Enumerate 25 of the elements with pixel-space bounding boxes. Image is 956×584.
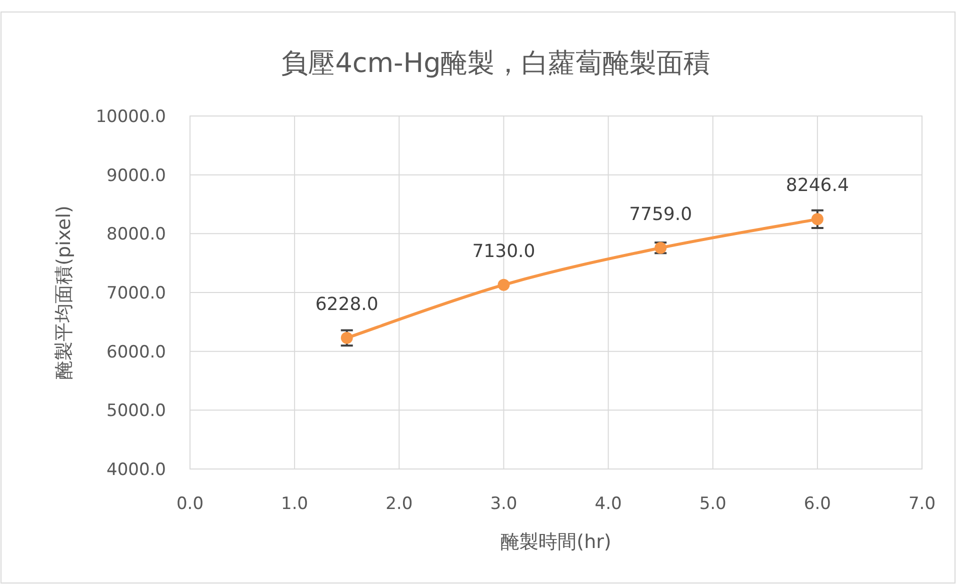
x-tick-label: 5.0 — [699, 494, 726, 514]
x-tick-label: 6.0 — [804, 494, 831, 514]
point — [498, 278, 510, 291]
x-tick-label: 2.0 — [386, 494, 413, 514]
y-tick-label: 6000.0 — [106, 342, 166, 362]
point — [811, 213, 824, 226]
y-tick-label: 4000.0 — [106, 460, 166, 480]
y-tick-label: 9000.0 — [106, 166, 166, 186]
point — [340, 332, 353, 344]
data-label: 7759.0 — [629, 204, 692, 225]
y-tick-label: 5000.0 — [106, 401, 166, 422]
x-axis-title: 醃製時間(hr) — [500, 531, 612, 553]
x-tick-label: 4.0 — [594, 494, 622, 514]
y-tick-label: 10000.0 — [96, 107, 166, 127]
y-tick-label: 8000.0 — [106, 224, 166, 245]
data-label: 6228.0 — [315, 294, 378, 315]
y-axis-title: 醃製平均面積(pixel) — [53, 206, 75, 380]
x-tick-label: 0.0 — [176, 494, 204, 514]
x-tick-label: 1.0 — [281, 494, 308, 514]
data-label: 7130.0 — [472, 240, 536, 262]
x-tick-label: 7.0 — [908, 494, 936, 514]
data-label: 8246.4 — [786, 175, 849, 196]
chart-title: 負壓4cm-Hg醃製，白蘿蔔醃製面積 — [281, 48, 711, 79]
y-tick-label: 7000.0 — [106, 284, 166, 304]
x-tick-label: 3.0 — [490, 494, 518, 514]
